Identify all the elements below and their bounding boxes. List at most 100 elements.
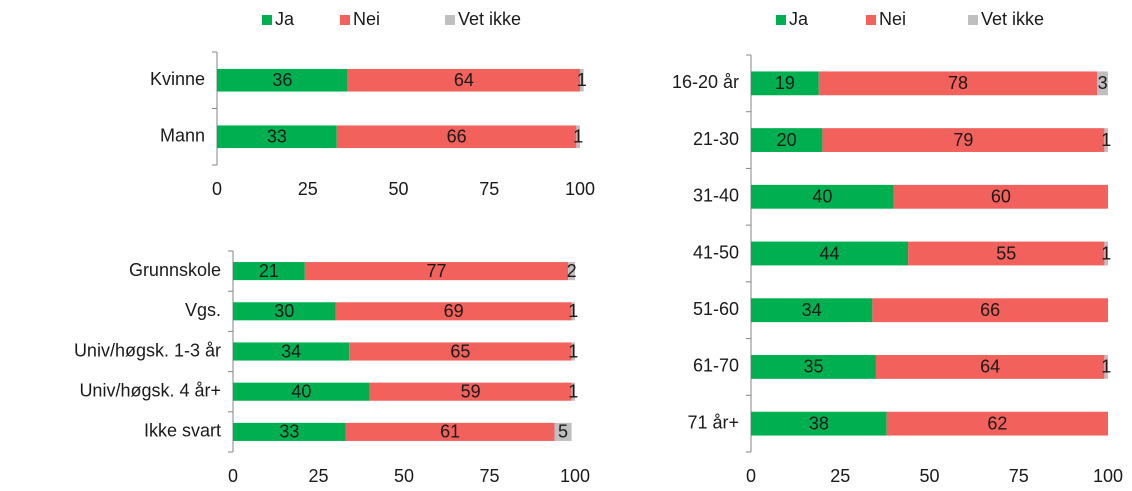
data-label: 21 [259,261,279,281]
data-label: 66 [447,127,467,147]
bar-segment [304,262,569,281]
x-tick-label: 0 [228,466,238,486]
legend-swatch [262,15,272,25]
x-tick-label: 100 [560,466,590,486]
bar-segment [217,125,337,149]
data-label: 1 [568,381,578,401]
data-label: 1 [568,341,578,361]
bar-segment [886,411,1108,436]
data-label: 20 [777,130,797,150]
y-tick-label: Univ/høgsk. 1-3 år [74,340,221,360]
legend-swatch [340,15,350,25]
legend-label: Nei [879,9,906,29]
x-tick-label: 50 [388,179,408,199]
bar-segment [822,128,1105,152]
y-tick-label: 16-20 år [672,72,739,92]
bar-segment [369,382,572,401]
bar-segment [233,382,370,401]
data-label: 62 [987,413,1007,433]
x-tick-label: 0 [746,466,756,486]
legend-label: Vet ikke [981,9,1044,29]
legend-swatch [776,15,786,25]
y-tick-label: 31-40 [693,186,739,206]
data-label: 1 [1101,130,1111,150]
bar-segment [571,382,575,401]
bar-segment [1097,71,1108,96]
data-label: 38 [809,413,829,433]
y-tick-label: 61-70 [693,356,739,376]
legend-label: Nei [353,9,380,29]
bar-segment [336,125,577,149]
bar-segment [571,302,575,321]
x-tick-label: 100 [1093,466,1123,486]
bar-segment [580,68,584,92]
data-label: 30 [274,301,294,321]
bar-segment [751,355,876,379]
data-label: 1 [568,301,578,321]
data-label: 34 [281,341,301,361]
bar-segment [233,422,346,441]
x-tick-label: 25 [830,466,850,486]
data-label: 69 [444,301,464,321]
bar-segment [1104,355,1108,379]
data-label: 65 [450,341,470,361]
data-label: 1 [577,70,587,90]
legend-swatch [445,15,455,25]
y-tick-label: Kvinne [150,69,205,89]
legend-label: Ja [789,9,809,29]
legend-swatch [866,15,876,25]
bar-segment [751,71,819,96]
bar-segment [347,68,580,92]
data-label: 5 [558,422,568,442]
bar-segment [217,68,348,92]
data-label: 64 [980,357,1000,377]
data-label: 1 [1101,243,1111,263]
data-label: 66 [980,300,1000,320]
y-tick-label: Grunnskole [129,260,221,280]
data-label: 2 [567,261,577,281]
bar-segment [751,184,894,209]
bar-segment [751,241,909,266]
y-tick-label: 21-30 [693,129,739,149]
bar-segment [571,342,575,361]
y-tick-label: 71 år+ [687,412,739,432]
bar-segment [908,241,1105,266]
bar-segment [751,128,823,152]
bar-segment [872,298,1108,323]
data-label: 33 [267,127,287,147]
data-label: 19 [775,73,795,93]
x-tick-label: 75 [1009,466,1029,486]
data-label: 79 [953,130,973,150]
bar-segment [554,422,572,441]
y-tick-label: Ikke svart [144,421,221,441]
bar-segment [349,342,572,361]
bar-segment [1104,241,1108,266]
data-label: 35 [803,357,823,377]
bar-segment [233,342,350,361]
y-tick-label: 51-60 [693,299,739,319]
bar-segment [568,262,575,281]
bar-segment [893,184,1108,209]
bar-segment [233,302,336,321]
y-tick-label: Vgs. [185,300,221,320]
legend-label: Ja [275,9,295,29]
data-label: 78 [948,73,968,93]
data-label: 34 [802,300,822,320]
data-label: 40 [291,381,311,401]
data-label: 36 [272,70,292,90]
x-tick-label: 25 [298,179,318,199]
x-tick-label: 25 [308,466,328,486]
data-label: 77 [426,261,446,281]
data-label: 3 [1098,73,1108,93]
data-label: 33 [279,422,299,442]
bar-segment [751,298,873,323]
x-tick-label: 50 [919,466,939,486]
x-tick-label: 100 [565,179,595,199]
data-label: 1 [573,127,583,147]
data-label: 55 [996,243,1016,263]
y-tick-label: 41-50 [693,242,739,262]
bar-segment [576,125,580,149]
legend-label: Vet ikke [458,9,521,29]
legend-swatch [968,15,978,25]
y-tick-label: Mann [160,126,205,146]
